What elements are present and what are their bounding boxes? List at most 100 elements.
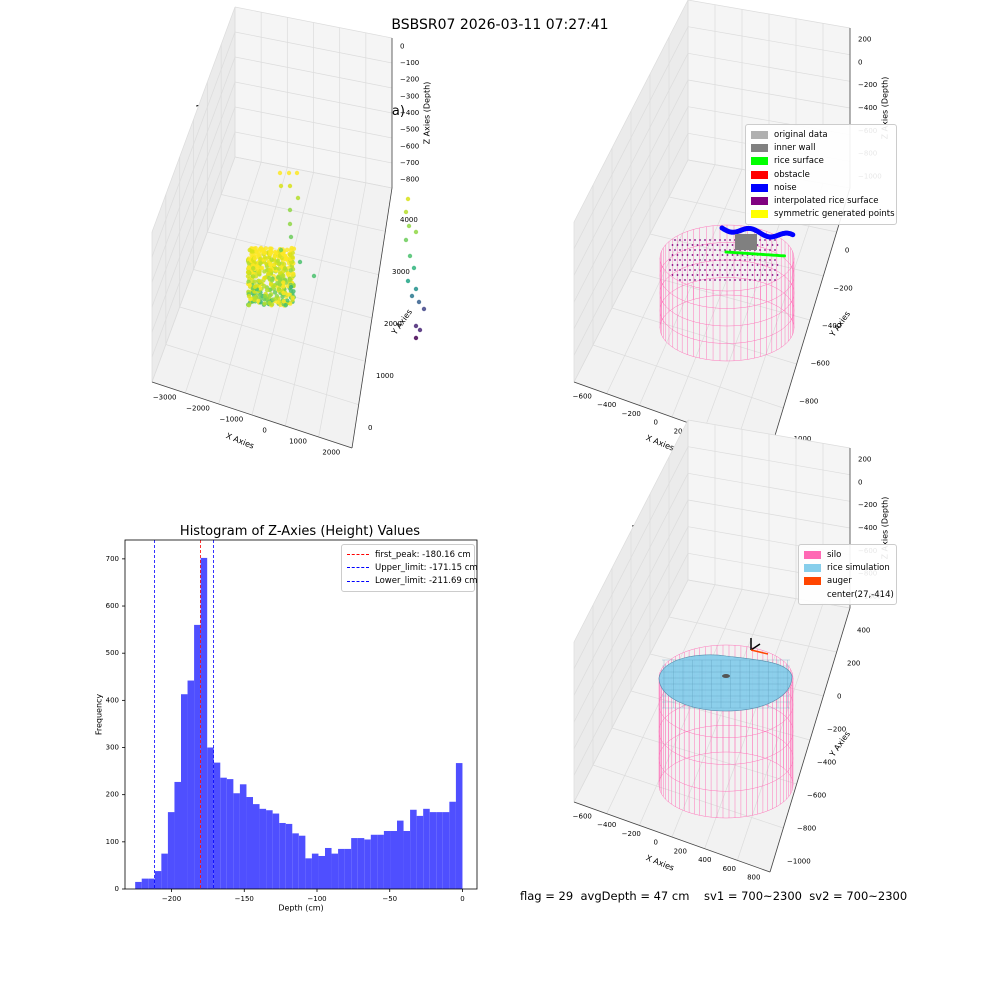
legend-swatch [804, 563, 821, 572]
plot2-classified-points [669, 225, 796, 281]
plot4-y-tick-label: 200 [847, 660, 860, 668]
figure-title: BSBSR07 2026-03-11 07:27:41 [391, 17, 609, 33]
plot1-axis-lines [151, 38, 393, 449]
plot2-z-tick-label: −200 [858, 81, 877, 89]
legend-swatch [751, 157, 768, 166]
plot2-silo-wireframe [659, 224, 795, 362]
plot1-y-tick-label: 4000 [400, 216, 418, 224]
histogram-bar [410, 809, 417, 889]
histogram-bar [429, 812, 437, 889]
histogram-bar [272, 813, 280, 889]
histogram-bar [442, 812, 450, 889]
histogram-bar [233, 793, 240, 889]
plot1-x-tick-label: −2000 [186, 405, 210, 413]
legend-line-swatch [347, 554, 369, 556]
plot3-legend: first_peak: -180.16 cm Upper_limit: -171.… [341, 544, 478, 592]
y-tick-label: 200 [106, 791, 119, 799]
histogram-bar [154, 871, 162, 889]
histogram-bar [161, 853, 168, 889]
histogram-bar [174, 781, 181, 889]
legend-label: rice simulation [827, 562, 890, 573]
plot2-inner-wall-cluster [735, 234, 757, 250]
legend-label: original data [774, 129, 828, 140]
histogram-bar [383, 830, 391, 889]
histogram-bar [298, 835, 306, 889]
histogram-bar [449, 801, 456, 889]
x-tick-label: −200 [162, 895, 181, 903]
histogram-bar [311, 853, 319, 889]
plot4-x-tick-label: 200 [674, 847, 687, 855]
plot4-z-tick-label: 0 [858, 478, 862, 486]
plot1-y-tick-label: 3000 [392, 268, 410, 276]
plot4-y-tick-label: −800 [797, 825, 816, 833]
legend-label: silo [827, 549, 842, 560]
histogram-bar [403, 830, 411, 889]
x-tick-label: 0 [460, 895, 464, 903]
plot4-y-tick-label: −600 [807, 792, 826, 800]
plot1-z-tick-label: −100 [400, 59, 419, 67]
histogram-bar [390, 830, 397, 889]
plot2-legend-item: rice surface [751, 155, 891, 168]
plot4-x-tick-label: −600 [573, 812, 592, 820]
x-tick-label: −50 [382, 895, 397, 903]
histogram-bar [194, 624, 201, 889]
histogram-bar [338, 848, 345, 889]
histogram-bar [305, 858, 312, 889]
histogram-bar [200, 557, 208, 889]
plot1-z-tick-label: −600 [400, 142, 419, 150]
histogram-bar [207, 747, 214, 889]
histogram-bar [253, 804, 260, 889]
histogram-bar [226, 779, 234, 889]
plot4-y-tick-label: 400 [857, 627, 870, 635]
plot1-z-tick-label: −400 [400, 109, 419, 117]
plot4-legend-item: auger [804, 575, 891, 588]
plot2-y-tick-label: −800 [799, 397, 818, 405]
plot1-x-tick-label: 0 [262, 427, 266, 435]
histogram-bar [285, 823, 293, 889]
plot3-legend-item: Upper_limit: -171.15 cm [347, 561, 478, 574]
histogram-bar [357, 838, 365, 889]
plot4-z-tick-label: −200 [858, 501, 877, 509]
plot1-z-tick-label: −800 [400, 176, 419, 184]
plot2-x-tick-label: −400 [597, 401, 616, 409]
plot2-z-axis-label: Z Axies (Depth) [881, 77, 890, 140]
plot2-z-tick-label: 200 [858, 35, 871, 43]
histogram-bar [167, 812, 175, 889]
center-marker [722, 674, 730, 678]
plot1-z-tick-label: −300 [400, 92, 419, 100]
histogram-bar [331, 853, 339, 889]
legend-label: first_peak: -180.16 cm [375, 549, 471, 560]
legend-label: noise [774, 182, 797, 193]
plot4-x-tick-label: 0 [654, 839, 658, 847]
histogram-bar [220, 777, 227, 889]
histogram-bar [279, 822, 286, 889]
legend-swatch [804, 550, 821, 559]
histogram-bar [351, 838, 358, 889]
plot3-legend-item: Lower_limit: -211.69 cm [347, 575, 477, 588]
status-readout: flag = 29 avgDepth = 47 cm sv1 = 700~230… [520, 889, 908, 903]
y-tick-label: 500 [106, 649, 119, 657]
histogram-bar [344, 848, 352, 889]
plot4-z-axis-label: Z Axies (Depth) [881, 497, 890, 560]
histogram-bar [239, 784, 247, 889]
legend-label: symmetric generated points [774, 209, 895, 220]
plot1-z-axis-label: Z Axies (Depth) [423, 82, 432, 145]
plot2-x-tick-label: −600 [573, 392, 592, 400]
legend-label: rice surface [774, 156, 824, 167]
x-tick-label: −150 [235, 895, 254, 903]
plot4-z-tick-label: 200 [858, 455, 871, 463]
y-tick-label: 600 [106, 602, 119, 610]
plot4-y-tick-label: −1000 [787, 858, 811, 866]
histogram-bar [266, 810, 273, 889]
legend-label: inner wall [774, 142, 816, 153]
plot2-y-tick-label: −400 [822, 322, 841, 330]
histogram-bar [246, 797, 253, 889]
plot4-legend: silo rice simulation auger center(27,-414) [798, 544, 897, 606]
plot3-x-axis-label: Depth (cm) [278, 904, 323, 913]
histogram-bar [436, 812, 443, 889]
plot3-legend-item: first_peak: -180.16 cm [347, 548, 471, 561]
plot2-y-tick-label: −200 [833, 284, 852, 292]
plot1-x-tick-label: −1000 [219, 416, 243, 424]
